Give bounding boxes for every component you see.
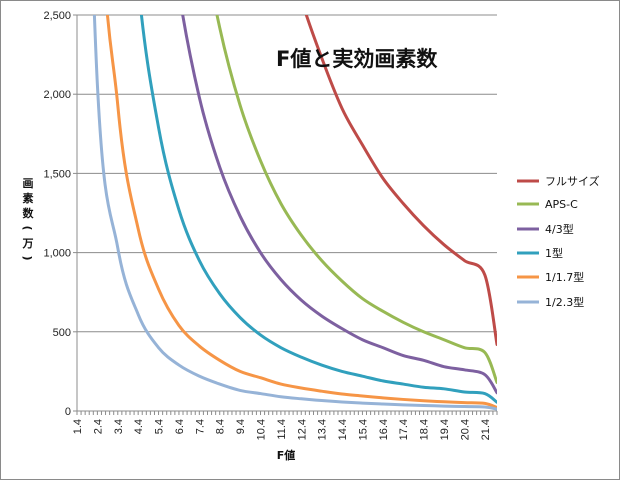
x-tick-label: 4.4 (133, 419, 145, 434)
legend: フルサイズ APS-C 4/3型 1型 1/1.7型 1/2.3型 (517, 174, 600, 309)
x-tick-label: 9.4 (235, 419, 247, 434)
x-tick-label: 16.4 (378, 419, 390, 440)
legend-label: フルサイズ (545, 174, 600, 188)
x-tick-label: 5.4 (154, 419, 166, 434)
x-tick-label: 12.4 (296, 419, 308, 440)
y-axis-title: 画素数 ( 万) (21, 177, 35, 261)
legend-label: 1型 (545, 246, 563, 260)
y-axis-title-char: 画 (23, 177, 34, 190)
x-tick-label: 21.4 (480, 419, 492, 440)
x-tick-label: 15.4 (357, 419, 369, 440)
x-tick-label: 19.4 (439, 419, 451, 440)
x-tick-label: 14.4 (337, 419, 349, 440)
y-tick-label: 1,000 (43, 248, 71, 260)
y-tick-label: 2,000 (43, 89, 71, 101)
y-tick-label: 2,500 (43, 10, 71, 22)
x-tick-label: 3.4 (113, 419, 125, 434)
y-axis-title-char: ) (21, 255, 34, 260)
series-line-2 (181, 15, 497, 395)
x-tick-label: 17.4 (398, 419, 410, 440)
y-tick-label: 0 (65, 406, 71, 418)
x-tick-label: 10.4 (255, 419, 267, 440)
legend-label: 1/2.3型 (545, 295, 584, 309)
x-tick-label: 7.4 (194, 419, 206, 434)
x-axis-title: F値 (277, 448, 296, 462)
y-axis-title-char: 数 (23, 206, 35, 220)
x-tick-label: 1.4 (72, 419, 84, 434)
axes (73, 14, 498, 415)
chart-title: F値と実効画素数 (276, 47, 438, 71)
series-line-0 (304, 15, 497, 346)
y-tick-label: 500 (53, 327, 71, 339)
x-tick-label: 8.4 (215, 419, 227, 434)
x-tick-label: 6.4 (174, 419, 186, 434)
y-axis-title-char: 万 (22, 237, 34, 250)
series-line-1 (215, 15, 497, 384)
y-axis-title-char: 素 (23, 191, 34, 205)
legend-label: 1/1.7型 (545, 270, 584, 284)
x-tick-label: 11.4 (276, 419, 288, 440)
legend-label: 4/3型 (545, 222, 574, 236)
series-line-5 (92, 15, 497, 411)
series-line-4 (105, 15, 497, 410)
x-tick-label: 18.4 (419, 419, 431, 440)
y-tick-label: 1,500 (43, 168, 71, 180)
series-line-3 (139, 15, 497, 404)
legend-label: APS-C (545, 198, 578, 211)
y-axis-title-char: ( (21, 225, 34, 230)
y-tick-labels: 0 500 1,000 1,500 2,000 2,500 (43, 10, 71, 418)
x-tick-label: 20.4 (459, 419, 471, 440)
series-lines (92, 15, 497, 411)
x-tick-labels: 1.4 2.4 3.4 4.4 5.4 6.4 7.4 8.4 9.4 10.4 11.4 12.4 1… (72, 419, 492, 440)
x-tick-label: 2.4 (92, 419, 104, 434)
x-tick-label: 13.4 (317, 419, 329, 440)
